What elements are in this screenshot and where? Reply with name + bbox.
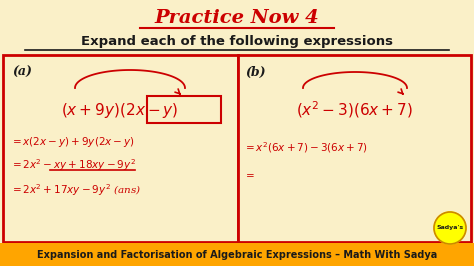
Text: $= x^2(6x+7) - 3(6x+7)$: $= x^2(6x+7) - 3(6x+7)$	[243, 141, 368, 155]
Text: $=$: $=$	[243, 171, 255, 180]
Text: $= 2x^2 - xy + 18xy - 9y^2$: $= 2x^2 - xy + 18xy - 9y^2$	[10, 157, 136, 173]
Text: (a): (a)	[12, 65, 32, 78]
Circle shape	[434, 212, 466, 244]
Text: $= x(2x-y) + 9y(2x-y)$: $= x(2x-y) + 9y(2x-y)$	[10, 135, 135, 149]
Text: Sadya's: Sadya's	[437, 226, 464, 231]
Text: (b): (b)	[245, 65, 265, 78]
Text: $(x^2 - 3)(6x + 7)$: $(x^2 - 3)(6x + 7)$	[297, 100, 413, 120]
FancyBboxPatch shape	[3, 55, 238, 242]
Text: Expand each of the following expressions: Expand each of the following expressions	[81, 35, 393, 48]
Text: $(x + 9y)(2x - y)$: $(x + 9y)(2x - y)$	[61, 101, 179, 119]
Text: Practice Now 4: Practice Now 4	[155, 9, 319, 27]
Text: Expansion and Factorisation of Algebraic Expressions – Math With Sadya: Expansion and Factorisation of Algebraic…	[37, 250, 437, 260]
FancyBboxPatch shape	[0, 243, 474, 266]
FancyBboxPatch shape	[238, 55, 471, 242]
Text: $= 2x^2 + 17xy - 9y^2$ (ans): $= 2x^2 + 17xy - 9y^2$ (ans)	[10, 182, 141, 198]
